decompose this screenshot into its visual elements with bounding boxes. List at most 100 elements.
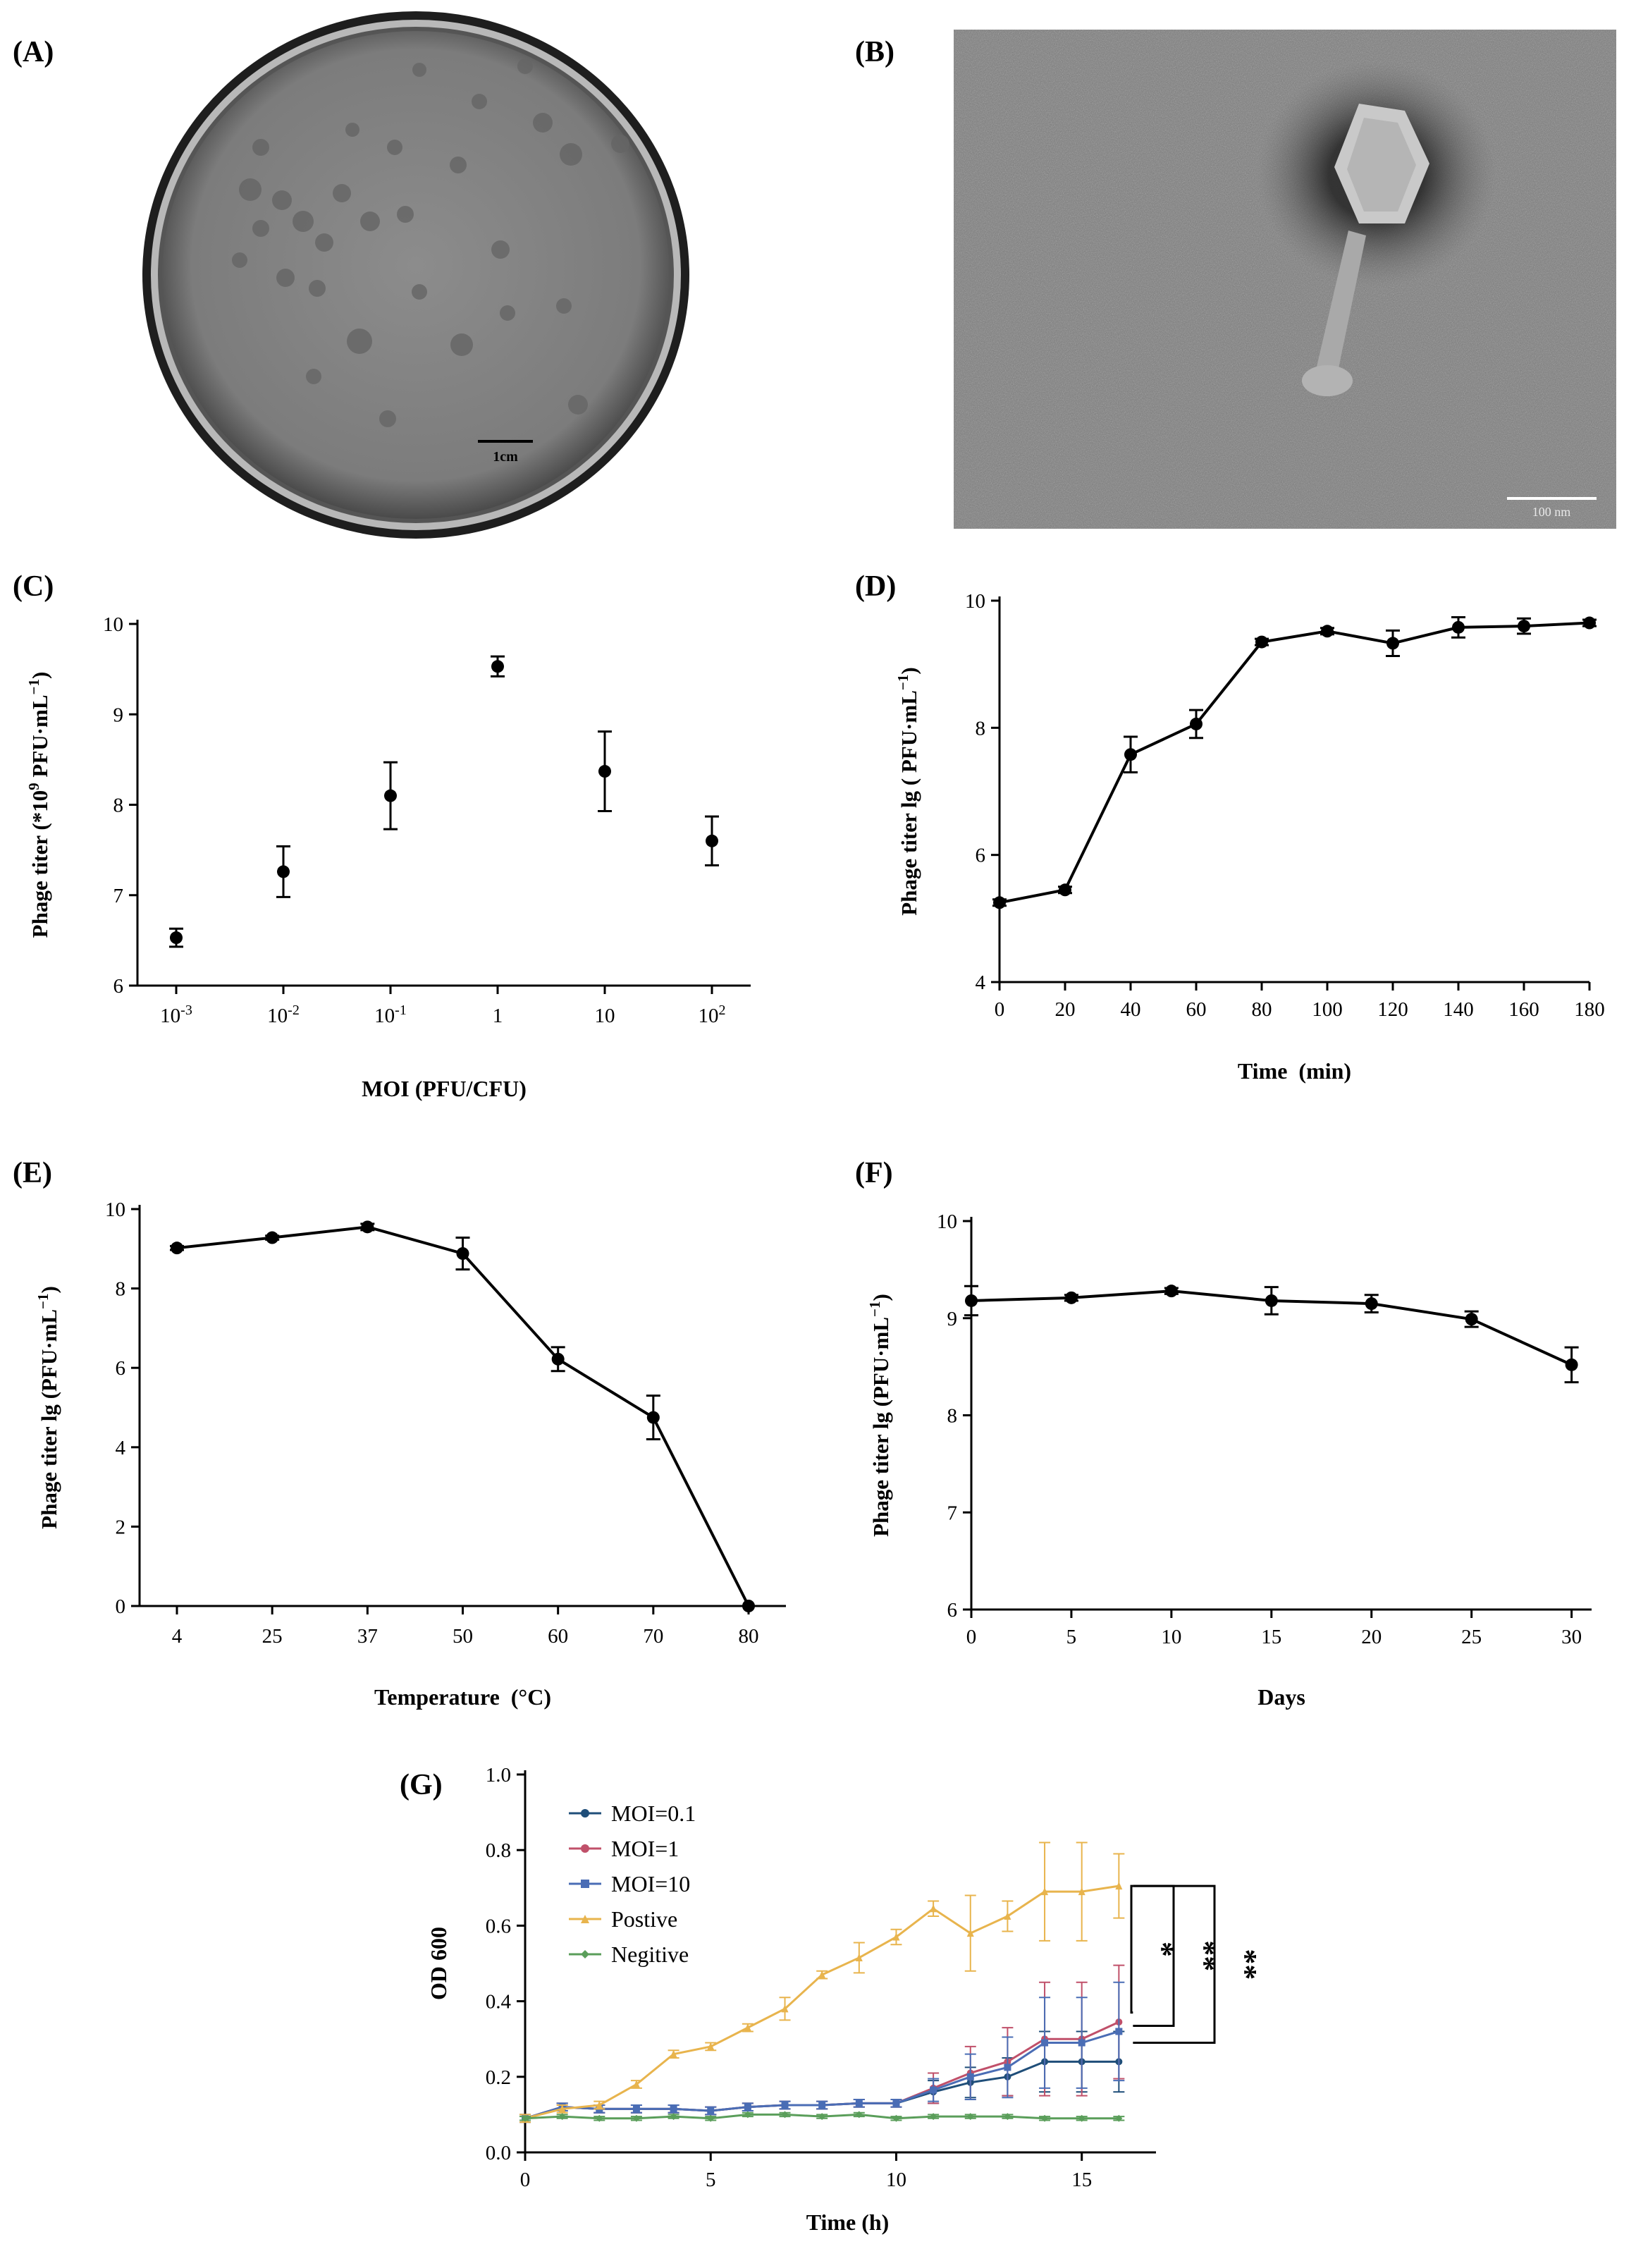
x-tick-label: 25 <box>262 1625 283 1648</box>
data-point <box>170 931 183 945</box>
x-tick-label: 10 <box>886 2169 906 2191</box>
tem-micrograph: 100 nm <box>954 30 1616 529</box>
x-tick-label: 4 <box>172 1625 183 1648</box>
data-point <box>855 2100 863 2107</box>
x-tick-label: 10-1 <box>374 1003 407 1027</box>
significance-bracket: * <box>1130 1884 1180 2014</box>
data-point <box>707 2114 715 2122</box>
panel-label-f: (F) <box>855 1157 893 1189</box>
y-tick-label: 0.6 <box>486 1915 511 1937</box>
data-point <box>965 1294 978 1307</box>
data-point <box>781 2102 789 2109</box>
x-tick-label: 10-2 <box>267 1003 300 1027</box>
data-point <box>707 2107 715 2115</box>
data-point <box>1321 625 1334 638</box>
data-point <box>171 1242 183 1255</box>
x-tick-label: 160 <box>1508 998 1539 1021</box>
data-point <box>670 2113 677 2121</box>
x-tick-label: 15 <box>1071 2169 1092 2191</box>
data-point <box>1265 1294 1278 1307</box>
data-point <box>1386 637 1399 650</box>
data-point <box>707 2042 715 2050</box>
data-point <box>598 765 611 778</box>
data-point <box>1078 1887 1085 1896</box>
data-point <box>781 2004 789 2013</box>
significance-mark: ** <box>1229 1949 1263 1980</box>
y-axis-label: Phage titer lg ( PFU·mL−1) <box>894 667 921 915</box>
data-point <box>491 660 504 673</box>
data-point <box>632 2105 640 2113</box>
data-point <box>1004 1912 1011 1920</box>
data-point <box>966 1929 974 1937</box>
data-point <box>596 2101 603 2109</box>
y-axis-label: Phage titer (*109 PFU·mL−1) <box>25 672 52 938</box>
panel-label-d: (D) <box>855 570 897 603</box>
data-point <box>892 2114 900 2122</box>
series-data <box>170 1220 755 1612</box>
bracket-line <box>1130 1884 1133 2014</box>
x-tick-label: 30 <box>1561 1626 1582 1648</box>
petri-dish-photo: 1cm <box>141 10 691 540</box>
data-point <box>1078 2114 1085 2122</box>
data-point <box>1004 2064 1011 2071</box>
x-tick-label: 25 <box>1461 1626 1482 1648</box>
y-tick-label: 0.4 <box>486 1991 512 2013</box>
x-tick-label: 0 <box>966 1626 977 1648</box>
series-data <box>992 615 1597 909</box>
y-tick-label: 8 <box>113 795 124 817</box>
y-tick-label: 0 <box>116 1595 126 1618</box>
plaque-spots <box>232 59 629 427</box>
y-tick-label: 6 <box>116 1357 126 1380</box>
panel-label-g: (G) <box>400 1769 443 1801</box>
data-point <box>892 1932 900 1941</box>
scale-bar-label-b: 100 nm <box>1532 505 1571 519</box>
data-point <box>1004 2113 1011 2121</box>
data-point <box>670 2105 677 2113</box>
data-point <box>646 1411 660 1424</box>
legend-label: MOI=10 <box>611 1871 690 1896</box>
data-point <box>966 2073 974 2080</box>
x-axis-label: Time (min) <box>1238 1058 1351 1084</box>
x-tick-label: 60 <box>1186 998 1207 1021</box>
legend-marker <box>581 1915 589 1923</box>
data-point <box>596 2114 603 2122</box>
data-point <box>706 834 718 847</box>
x-tick-label: 5 <box>1066 1626 1077 1648</box>
y-tick-label: 8 <box>976 717 986 740</box>
data-point <box>930 2086 937 2094</box>
data-point <box>993 896 1006 909</box>
data-point <box>1190 717 1203 730</box>
legend-label: MOI=1 <box>611 1836 679 1861</box>
legend-marker <box>581 1950 589 1959</box>
significance-mark: * <box>1145 1942 1180 1957</box>
y-tick-label: 9 <box>947 1308 958 1330</box>
data-point <box>1115 1882 1123 1890</box>
x-tick-label: 15 <box>1261 1626 1281 1648</box>
data-point <box>1465 1313 1478 1326</box>
y-tick-label: 6 <box>113 975 124 998</box>
series-line <box>176 1225 750 1607</box>
x-tick-label: 120 <box>1377 998 1408 1021</box>
x-tick-label: 102 <box>699 1003 726 1027</box>
series-line <box>999 621 1590 905</box>
series-data <box>169 655 719 948</box>
data-point <box>930 1904 937 1913</box>
data-point <box>1078 2039 1085 2047</box>
data-point <box>1041 2114 1049 2122</box>
data-point <box>1583 616 1596 630</box>
data-point <box>632 2080 640 2088</box>
data-point <box>1115 2114 1123 2122</box>
y-tick-label: 9 <box>113 704 124 726</box>
y-tick-label: 4 <box>116 1437 126 1459</box>
phage-tail <box>1317 231 1366 372</box>
series-postive <box>519 1841 1125 2123</box>
data-point <box>930 2113 937 2121</box>
data-point <box>744 2111 751 2119</box>
data-point <box>384 789 397 802</box>
x-tick-label: 60 <box>548 1625 568 1648</box>
data-point <box>456 1247 469 1261</box>
chart-f: 6 7 8 9 10 0 5 10 15 20 25 30 Days Phage titer lg (PF… <box>866 1210 1592 1710</box>
y-tick-label: 7 <box>113 885 124 907</box>
data-point <box>1124 748 1137 761</box>
